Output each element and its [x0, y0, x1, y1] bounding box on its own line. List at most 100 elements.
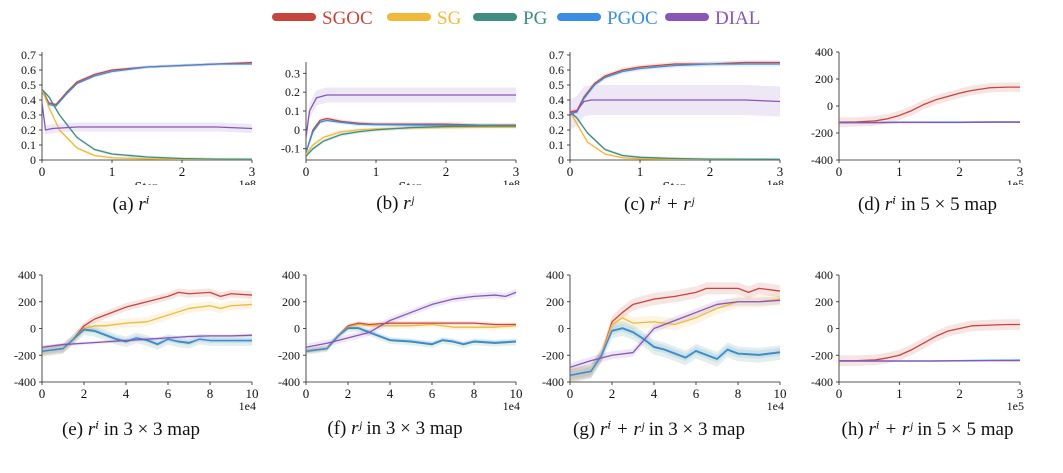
y-tick-label: 400	[546, 268, 564, 282]
y-tick-label: -200	[14, 348, 36, 362]
legend-label: SGOC	[322, 8, 373, 29]
series-line-pgoc	[306, 327, 517, 352]
series-group	[570, 282, 781, 382]
series-group	[42, 288, 253, 357]
caption-g: (g) rⁱ + rʲ in 3 × 3 map	[539, 418, 779, 441]
x-tick-label: 0	[303, 386, 310, 401]
x-tick-label: 3	[1017, 386, 1024, 401]
y-tick-label: 0	[827, 322, 833, 336]
band-sgoc	[839, 319, 1020, 366]
series-line-dial	[306, 291, 517, 348]
y-tick-label: 0.4	[549, 93, 564, 107]
series-line-dial	[839, 121, 1020, 124]
band-pgoc	[570, 323, 780, 380]
x-tick-label: 10	[774, 386, 787, 401]
band-sg	[306, 125, 516, 157]
chart-b: -0.100.10.20.301231e8Step	[281, 62, 520, 185]
x-tick-label: 2	[81, 386, 88, 401]
y-tick-label: -200	[811, 348, 833, 362]
x-tick-label: 0	[303, 164, 310, 179]
x-tick-label: 0	[39, 386, 46, 401]
x-tick-label: 1	[896, 164, 903, 179]
band-pgoc	[306, 118, 516, 155]
y-tick-label: 0.2	[549, 123, 564, 137]
x-tick-label: 2	[179, 164, 186, 179]
legend-swatch	[557, 13, 601, 21]
y-tick-label: 0.5	[21, 78, 36, 92]
series-line-pgoc	[570, 327, 781, 376]
y-tick-label: 0.1	[21, 138, 36, 152]
x-tick-label: 2	[956, 164, 963, 179]
band-dial	[42, 333, 252, 349]
y-tick-label: 400	[18, 268, 36, 282]
series-line-pg	[570, 111, 781, 160]
x-axis-label: Step	[663, 180, 688, 185]
legend-entry-pgoc: PGOC	[557, 8, 658, 29]
y-tick-label: 400	[815, 45, 833, 59]
x-tick-label: 10	[246, 386, 259, 401]
band-sg	[306, 321, 516, 354]
y-tick-label: 0.2	[21, 123, 36, 137]
y-tick-label: 200	[18, 295, 36, 309]
y-tick-label: 0.3	[549, 108, 564, 122]
legend-entry-sgoc: SGOC	[272, 8, 373, 29]
x-tick-label: 8	[207, 386, 214, 401]
legend-swatch	[665, 13, 709, 21]
legend-label: DIAL	[715, 8, 760, 29]
caption-h: (h) rⁱ + rʲ in 5 × 5 map	[808, 418, 1048, 441]
x-tick-label: 2	[443, 164, 450, 179]
x-multiplier: 1e8	[503, 177, 520, 185]
caption-d: (d) rⁱ in 5 × 5 map	[808, 193, 1048, 216]
caption-prefix: (c)	[624, 194, 650, 215]
x-tick-label: 0	[836, 386, 843, 401]
x-tick-label: 2	[609, 386, 616, 401]
caption-math: rⁱ + rʲ	[649, 194, 694, 215]
series-line-pg	[306, 125, 516, 157]
band-sgoc	[570, 282, 780, 382]
x-tick-label: 1	[109, 164, 116, 179]
caption-math: rʲ	[351, 418, 362, 439]
x-tick-label: 3	[249, 164, 256, 179]
caption-math: rⁱ + rʲ	[599, 419, 644, 440]
band-dial	[570, 85, 780, 130]
x-multiplier: 1e8	[767, 177, 784, 185]
series-group	[306, 87, 517, 159]
x-multiplier: 1e5	[1007, 177, 1024, 185]
y-tick-label: 0.3	[285, 66, 300, 80]
y-tick-label: -400	[278, 375, 300, 389]
legend-label: PG	[523, 8, 548, 29]
x-tick-label: 0	[567, 386, 574, 401]
y-tick-label: 0.2	[285, 85, 300, 99]
caption-prefix: (h)	[841, 419, 869, 440]
x-tick-label: 0	[39, 164, 46, 179]
y-tick-label: -200	[811, 126, 833, 140]
legend-swatch	[272, 13, 316, 21]
legend-label: PGOC	[607, 8, 658, 29]
x-tick-label: 3	[1017, 164, 1024, 179]
caption-prefix: (b)	[376, 193, 404, 214]
series-line-sgoc	[839, 86, 1020, 123]
band-sg	[570, 293, 780, 382]
x-multiplier: 1e4	[767, 399, 784, 410]
caption-math: rⁱ	[87, 419, 100, 440]
y-tick-label: 400	[815, 268, 833, 282]
caption-c: (c) rⁱ + rʲ	[539, 193, 779, 216]
y-tick-label: 0	[294, 123, 300, 137]
x-tick-label: 2	[345, 386, 352, 401]
caption-math: rⁱ	[138, 194, 150, 215]
series-line-sgoc	[306, 117, 516, 153]
x-tick-label: 0	[567, 164, 574, 179]
x-tick-label: 4	[387, 386, 394, 401]
caption-suffix: in 3 × 3 map	[99, 419, 201, 440]
caption-math: rⁱ	[884, 194, 897, 215]
legend-entry-dial: DIAL	[665, 8, 760, 29]
band-dial	[570, 296, 780, 372]
caption-prefix: (a)	[112, 194, 139, 215]
x-axis-label: Step	[399, 180, 424, 185]
